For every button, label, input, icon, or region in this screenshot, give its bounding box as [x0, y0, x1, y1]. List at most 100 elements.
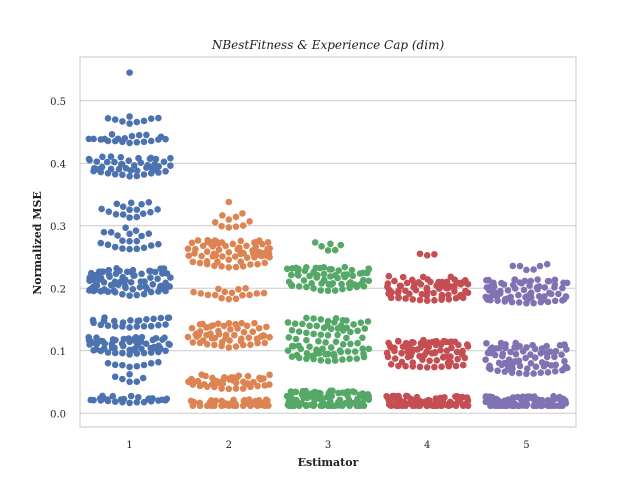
swarm-point	[359, 345, 366, 352]
swarm-point	[561, 357, 568, 365]
swarm-point	[127, 392, 135, 400]
swarm-point	[225, 319, 233, 327]
swarm-point	[438, 291, 446, 299]
swarm-point	[140, 244, 148, 252]
swarm-point	[515, 357, 523, 365]
swarm-point	[536, 262, 544, 270]
swarm-point	[531, 354, 539, 362]
swarm-point	[330, 350, 338, 358]
swarm-point	[463, 341, 471, 348]
swarm-point	[231, 331, 238, 339]
swarm-point	[154, 206, 161, 213]
swarm-point	[264, 239, 272, 246]
y-tick-label: 0.4	[50, 159, 66, 170]
swarm-point	[311, 388, 319, 396]
swarm-point	[359, 334, 366, 342]
swarm-point	[152, 155, 160, 163]
swarm-point	[559, 284, 566, 292]
swarm-point	[219, 253, 226, 260]
swarm-point	[87, 396, 95, 404]
swarm-point	[242, 285, 249, 292]
swarm-point	[262, 396, 270, 403]
swarm-point	[551, 276, 559, 284]
swarm-point	[283, 392, 291, 400]
swarm-point	[535, 283, 543, 290]
swarm-point	[303, 355, 310, 363]
swarm-point	[218, 385, 225, 392]
swarm-point	[145, 198, 153, 206]
swarm-point	[332, 272, 339, 279]
swarm-point	[132, 227, 140, 234]
swarm-point	[266, 381, 273, 388]
swarm-point	[133, 206, 141, 213]
swarm-point	[103, 158, 111, 166]
swarm-point	[151, 160, 159, 168]
swarm-point	[132, 333, 140, 341]
swarm-point	[285, 334, 293, 341]
swarm-point	[326, 398, 334, 405]
swarm-point	[398, 358, 406, 366]
swarm-point	[98, 163, 106, 171]
swarm-point	[530, 393, 538, 400]
swarm-point	[209, 374, 216, 382]
swarm-point	[133, 118, 141, 126]
swarm-point	[167, 154, 174, 162]
swarm-point	[143, 131, 150, 139]
swarm-point	[239, 210, 246, 217]
swarm-point	[538, 359, 546, 366]
swarm-point	[509, 262, 517, 270]
swarm-point	[147, 154, 155, 162]
x-tick-label: 5	[523, 440, 529, 451]
swarm-point	[214, 258, 221, 265]
swarm-point	[155, 358, 162, 366]
swarm-point	[133, 172, 141, 180]
swarm-point	[343, 334, 350, 342]
swarm-point	[319, 345, 326, 353]
swarm-point	[147, 322, 155, 330]
swarm-point	[416, 250, 424, 258]
swarm-point	[111, 278, 119, 286]
chart-title: NBestFitness & Experience Cap (dim)	[211, 38, 445, 52]
swarm-point	[461, 277, 469, 284]
swarm-point	[160, 158, 168, 166]
swarm-point	[491, 289, 498, 296]
swarm-point	[162, 167, 169, 175]
swarm-point	[402, 287, 409, 295]
swarm-point	[119, 349, 126, 357]
swarm-point	[364, 318, 372, 325]
swarm-point	[523, 365, 531, 372]
swarm-point	[138, 200, 145, 208]
swarm-point	[92, 281, 99, 289]
swarm-point	[443, 283, 451, 290]
swarm-point	[120, 335, 128, 343]
swarm-point	[303, 329, 310, 337]
swarm-point	[225, 295, 233, 303]
swarm-point	[126, 120, 133, 127]
swarm-point	[515, 369, 523, 377]
swarm-point	[423, 364, 431, 371]
swarm-point	[327, 344, 335, 351]
swarm-point	[299, 320, 306, 328]
swarm-point	[218, 397, 226, 405]
swarm-point	[266, 333, 273, 341]
swarm-point	[119, 319, 127, 326]
swarm-point	[310, 285, 317, 292]
swarm-point	[194, 237, 202, 244]
swarm-point	[119, 237, 126, 244]
swarm-point	[141, 278, 148, 285]
swarm-point	[101, 286, 108, 293]
swarm-point	[329, 387, 336, 395]
swarm-point	[110, 317, 118, 325]
swarm-point	[453, 348, 461, 356]
swarm-point	[129, 285, 137, 293]
swarm-point	[303, 264, 310, 271]
swarm-point	[85, 155, 93, 163]
swarm-point	[126, 230, 133, 238]
swarm-point	[135, 154, 142, 162]
swarm-point	[399, 273, 407, 281]
swarm-point	[324, 247, 332, 254]
swarm-point	[119, 118, 126, 125]
swarm-point	[101, 314, 108, 321]
swarm-point	[520, 286, 528, 294]
y-tick-label: 0.3	[50, 222, 66, 233]
